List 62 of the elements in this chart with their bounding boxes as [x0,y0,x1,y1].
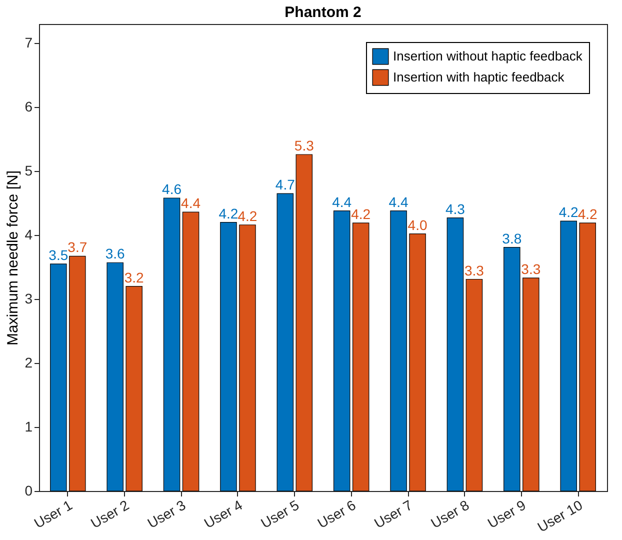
x-tick-label: User 6 [314,496,359,532]
data-label: 3.7 [68,239,88,256]
bar [50,264,67,492]
data-label: 4.4 [332,194,352,210]
bar [220,222,237,492]
y-axis-title: Maximum needle force [N] [4,170,22,346]
bar [390,210,407,492]
x-tick-label: User 9 [484,496,529,532]
bar [504,246,520,492]
bar [276,193,294,492]
y-tick-label: 5 [24,162,33,179]
bar [446,218,464,492]
y-tick-label: 0 [24,482,33,498]
bar [69,256,86,492]
y-tick-label: 4 [24,226,33,243]
data-label: 4.2 [238,208,258,224]
data-label: 3.3 [464,262,484,278]
bar [409,234,426,492]
bar [106,262,124,492]
data-label: 4.2 [558,204,579,220]
x-tick-label: User 10 [534,496,586,536]
y-tick-label: 3 [24,290,33,307]
data-label: 3.6 [105,246,126,262]
data-label: 4.2 [578,206,598,222]
bar [522,278,540,492]
bar [296,154,313,492]
data-label: 4.2 [218,205,238,222]
data-label: 4.7 [275,176,296,193]
legend-label: Insertion without haptic feedback [393,48,583,64]
x-tick-label: User 8 [428,496,472,532]
chart-title: Phantom 2 [284,4,362,21]
data-label: 4.2 [351,206,371,222]
data-label: 3.2 [124,269,144,286]
legend-label: Insertion with haptic feedback [393,70,565,84]
data-label: 4.6 [162,181,182,198]
bar [239,224,256,492]
y-tick-label: 6 [24,98,33,115]
x-tick-label: User 1 [31,496,76,532]
data-label: 4.0 [408,216,428,233]
x-tick-label: User 3 [144,496,188,532]
data-label: 4.3 [445,200,466,217]
data-label: 4.4 [181,195,201,212]
x-tick-label: User 4 [201,496,246,532]
data-label: 3.5 [48,246,68,263]
bar [182,212,200,492]
x-tick-label: User 2 [88,496,132,532]
bar [560,220,577,492]
bar [466,278,483,492]
x-tick-label: User 5 [258,496,302,532]
y-tick-label: 2 [24,354,33,371]
data-label: 4.4 [388,194,408,210]
bar [126,286,142,492]
y-tick-label: 1 [24,418,33,435]
data-label: 5.3 [294,138,314,154]
bar [163,198,180,492]
y-tick-label: 7 [24,34,33,51]
data-label: 3.8 [502,230,522,246]
bar [352,222,370,492]
x-tick-label: User 7 [371,496,416,532]
bar [579,222,596,492]
bar [333,210,350,492]
data-label: 3.3 [521,260,541,277]
